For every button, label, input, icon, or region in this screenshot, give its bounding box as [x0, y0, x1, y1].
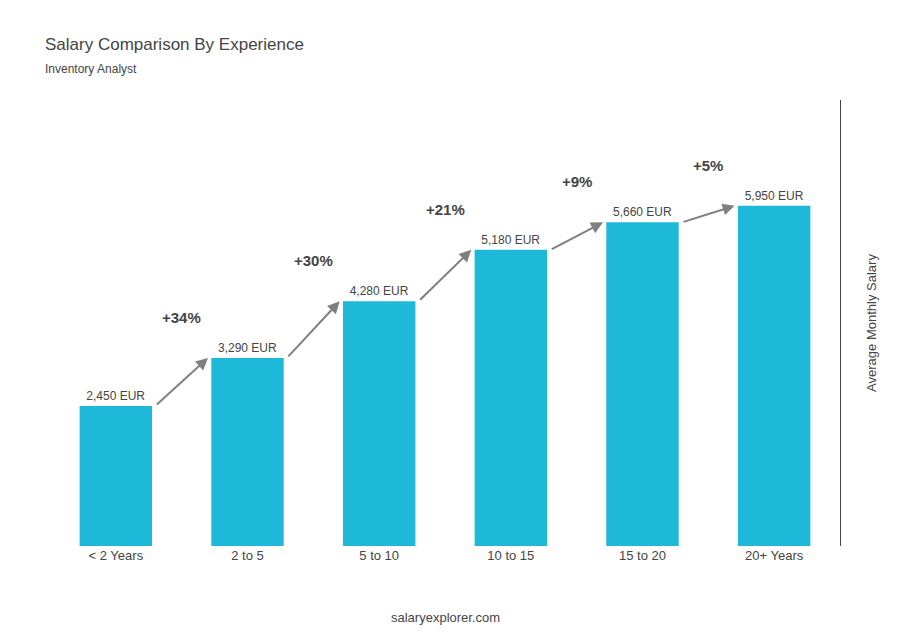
svg-text:Inventory Analyst: Inventory Analyst [45, 62, 137, 76]
svg-text:< 2 Years: < 2 Years [89, 548, 144, 563]
svg-text:+34%: +34% [162, 309, 201, 326]
svg-text:5,660 EUR: 5,660 EUR [613, 205, 672, 219]
svg-text:salaryexplorer.com: salaryexplorer.com [391, 610, 500, 625]
svg-text:5,950 EUR: 5,950 EUR [745, 189, 804, 203]
svg-text:15 to 20: 15 to 20 [619, 548, 666, 563]
svg-text:+9%: +9% [562, 173, 592, 190]
svg-text:+5%: +5% [693, 157, 723, 174]
svg-text:5,180 EUR: 5,180 EUR [481, 233, 540, 247]
svg-text:3,290 EUR: 3,290 EUR [218, 341, 277, 355]
svg-text:20+ Years: 20+ Years [745, 548, 804, 563]
svg-text:+21%: +21% [426, 201, 465, 218]
svg-text:2,450 EUR: 2,450 EUR [86, 389, 145, 403]
svg-text:5 to 10: 5 to 10 [359, 548, 399, 563]
svg-text:+30%: +30% [294, 252, 333, 269]
svg-text:10 to 15: 10 to 15 [487, 548, 534, 563]
svg-text:4,280 EUR: 4,280 EUR [350, 284, 409, 298]
svg-text:Average Monthly Salary: Average Monthly Salary [864, 254, 879, 392]
svg-text:2 to 5: 2 to 5 [231, 548, 264, 563]
svg-text:Salary Comparison By Experienc: Salary Comparison By Experience [45, 35, 304, 54]
